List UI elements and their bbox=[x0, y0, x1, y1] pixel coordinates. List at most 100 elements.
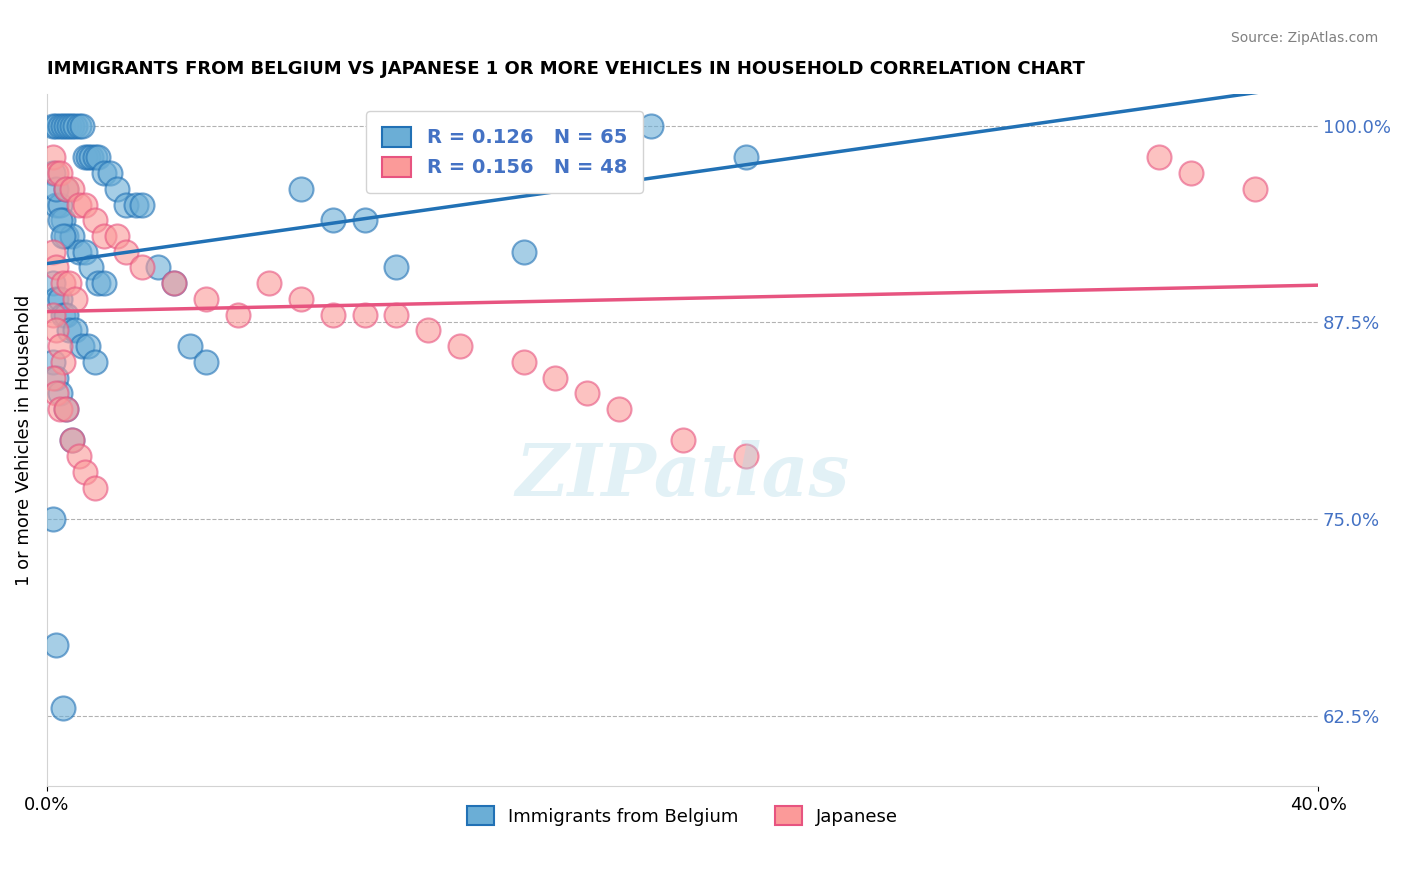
Point bbox=[1243, 182, 1265, 196]
Point bbox=[544, 370, 567, 384]
Point bbox=[48, 119, 70, 133]
Point bbox=[87, 150, 110, 164]
Point bbox=[100, 166, 122, 180]
Point bbox=[67, 449, 90, 463]
Point bbox=[42, 166, 65, 180]
Point bbox=[131, 197, 153, 211]
Text: Source: ZipAtlas.com: Source: ZipAtlas.com bbox=[1230, 31, 1378, 45]
Point bbox=[48, 339, 70, 353]
Point bbox=[48, 386, 70, 401]
Point bbox=[55, 182, 77, 196]
Point bbox=[146, 260, 169, 275]
Point bbox=[93, 229, 115, 244]
Point bbox=[640, 119, 662, 133]
Point bbox=[83, 481, 105, 495]
Point bbox=[58, 119, 80, 133]
Point bbox=[115, 244, 138, 259]
Point bbox=[45, 119, 67, 133]
Point bbox=[60, 119, 83, 133]
Point bbox=[67, 119, 90, 133]
Point bbox=[1147, 150, 1170, 164]
Point bbox=[83, 213, 105, 227]
Point bbox=[52, 229, 75, 244]
Point bbox=[87, 276, 110, 290]
Point bbox=[60, 434, 83, 448]
Point bbox=[353, 308, 375, 322]
Legend: Immigrants from Belgium, Japanese: Immigrants from Belgium, Japanese bbox=[460, 799, 905, 833]
Point bbox=[93, 276, 115, 290]
Point bbox=[42, 244, 65, 259]
Text: IMMIGRANTS FROM BELGIUM VS JAPANESE 1 OR MORE VEHICLES IN HOUSEHOLD CORRELATION : IMMIGRANTS FROM BELGIUM VS JAPANESE 1 OR… bbox=[46, 60, 1085, 78]
Point bbox=[52, 276, 75, 290]
Point bbox=[418, 323, 440, 337]
Point bbox=[52, 355, 75, 369]
Point bbox=[48, 292, 70, 306]
Point bbox=[60, 434, 83, 448]
Point bbox=[67, 244, 90, 259]
Point bbox=[48, 402, 70, 417]
Point bbox=[70, 119, 93, 133]
Point bbox=[65, 119, 87, 133]
Point bbox=[105, 229, 128, 244]
Point bbox=[322, 308, 344, 322]
Point bbox=[77, 150, 100, 164]
Point bbox=[55, 119, 77, 133]
Point bbox=[163, 276, 186, 290]
Point bbox=[45, 292, 67, 306]
Point bbox=[125, 197, 148, 211]
Point bbox=[52, 213, 75, 227]
Point bbox=[45, 197, 67, 211]
Point bbox=[512, 244, 534, 259]
Y-axis label: 1 or more Vehicles in Household: 1 or more Vehicles in Household bbox=[15, 295, 32, 586]
Point bbox=[42, 512, 65, 526]
Point bbox=[73, 197, 96, 211]
Point bbox=[45, 166, 67, 180]
Point bbox=[226, 308, 249, 322]
Point bbox=[115, 197, 138, 211]
Point bbox=[735, 150, 758, 164]
Point bbox=[48, 213, 70, 227]
Point bbox=[45, 370, 67, 384]
Point bbox=[52, 701, 75, 715]
Point bbox=[163, 276, 186, 290]
Point bbox=[55, 308, 77, 322]
Point bbox=[512, 355, 534, 369]
Point bbox=[80, 150, 103, 164]
Point bbox=[45, 323, 67, 337]
Point bbox=[131, 260, 153, 275]
Point bbox=[353, 213, 375, 227]
Point bbox=[83, 150, 105, 164]
Point bbox=[179, 339, 201, 353]
Point bbox=[385, 260, 408, 275]
Point bbox=[42, 276, 65, 290]
Point bbox=[290, 182, 312, 196]
Point bbox=[67, 197, 90, 211]
Point bbox=[58, 276, 80, 290]
Point bbox=[73, 244, 96, 259]
Point bbox=[42, 150, 65, 164]
Text: ZIPatlas: ZIPatlas bbox=[516, 440, 849, 510]
Point bbox=[576, 386, 599, 401]
Point bbox=[73, 150, 96, 164]
Point bbox=[58, 323, 80, 337]
Point bbox=[105, 182, 128, 196]
Point bbox=[671, 434, 693, 448]
Point bbox=[42, 370, 65, 384]
Point bbox=[194, 292, 217, 306]
Point bbox=[65, 323, 87, 337]
Point bbox=[77, 339, 100, 353]
Point bbox=[55, 402, 77, 417]
Point bbox=[93, 166, 115, 180]
Point bbox=[70, 339, 93, 353]
Point bbox=[385, 308, 408, 322]
Point bbox=[52, 308, 75, 322]
Point bbox=[48, 166, 70, 180]
Point bbox=[65, 292, 87, 306]
Point bbox=[194, 355, 217, 369]
Point bbox=[55, 402, 77, 417]
Point bbox=[42, 355, 65, 369]
Point bbox=[48, 197, 70, 211]
Point bbox=[45, 386, 67, 401]
Point bbox=[449, 339, 471, 353]
Point bbox=[42, 119, 65, 133]
